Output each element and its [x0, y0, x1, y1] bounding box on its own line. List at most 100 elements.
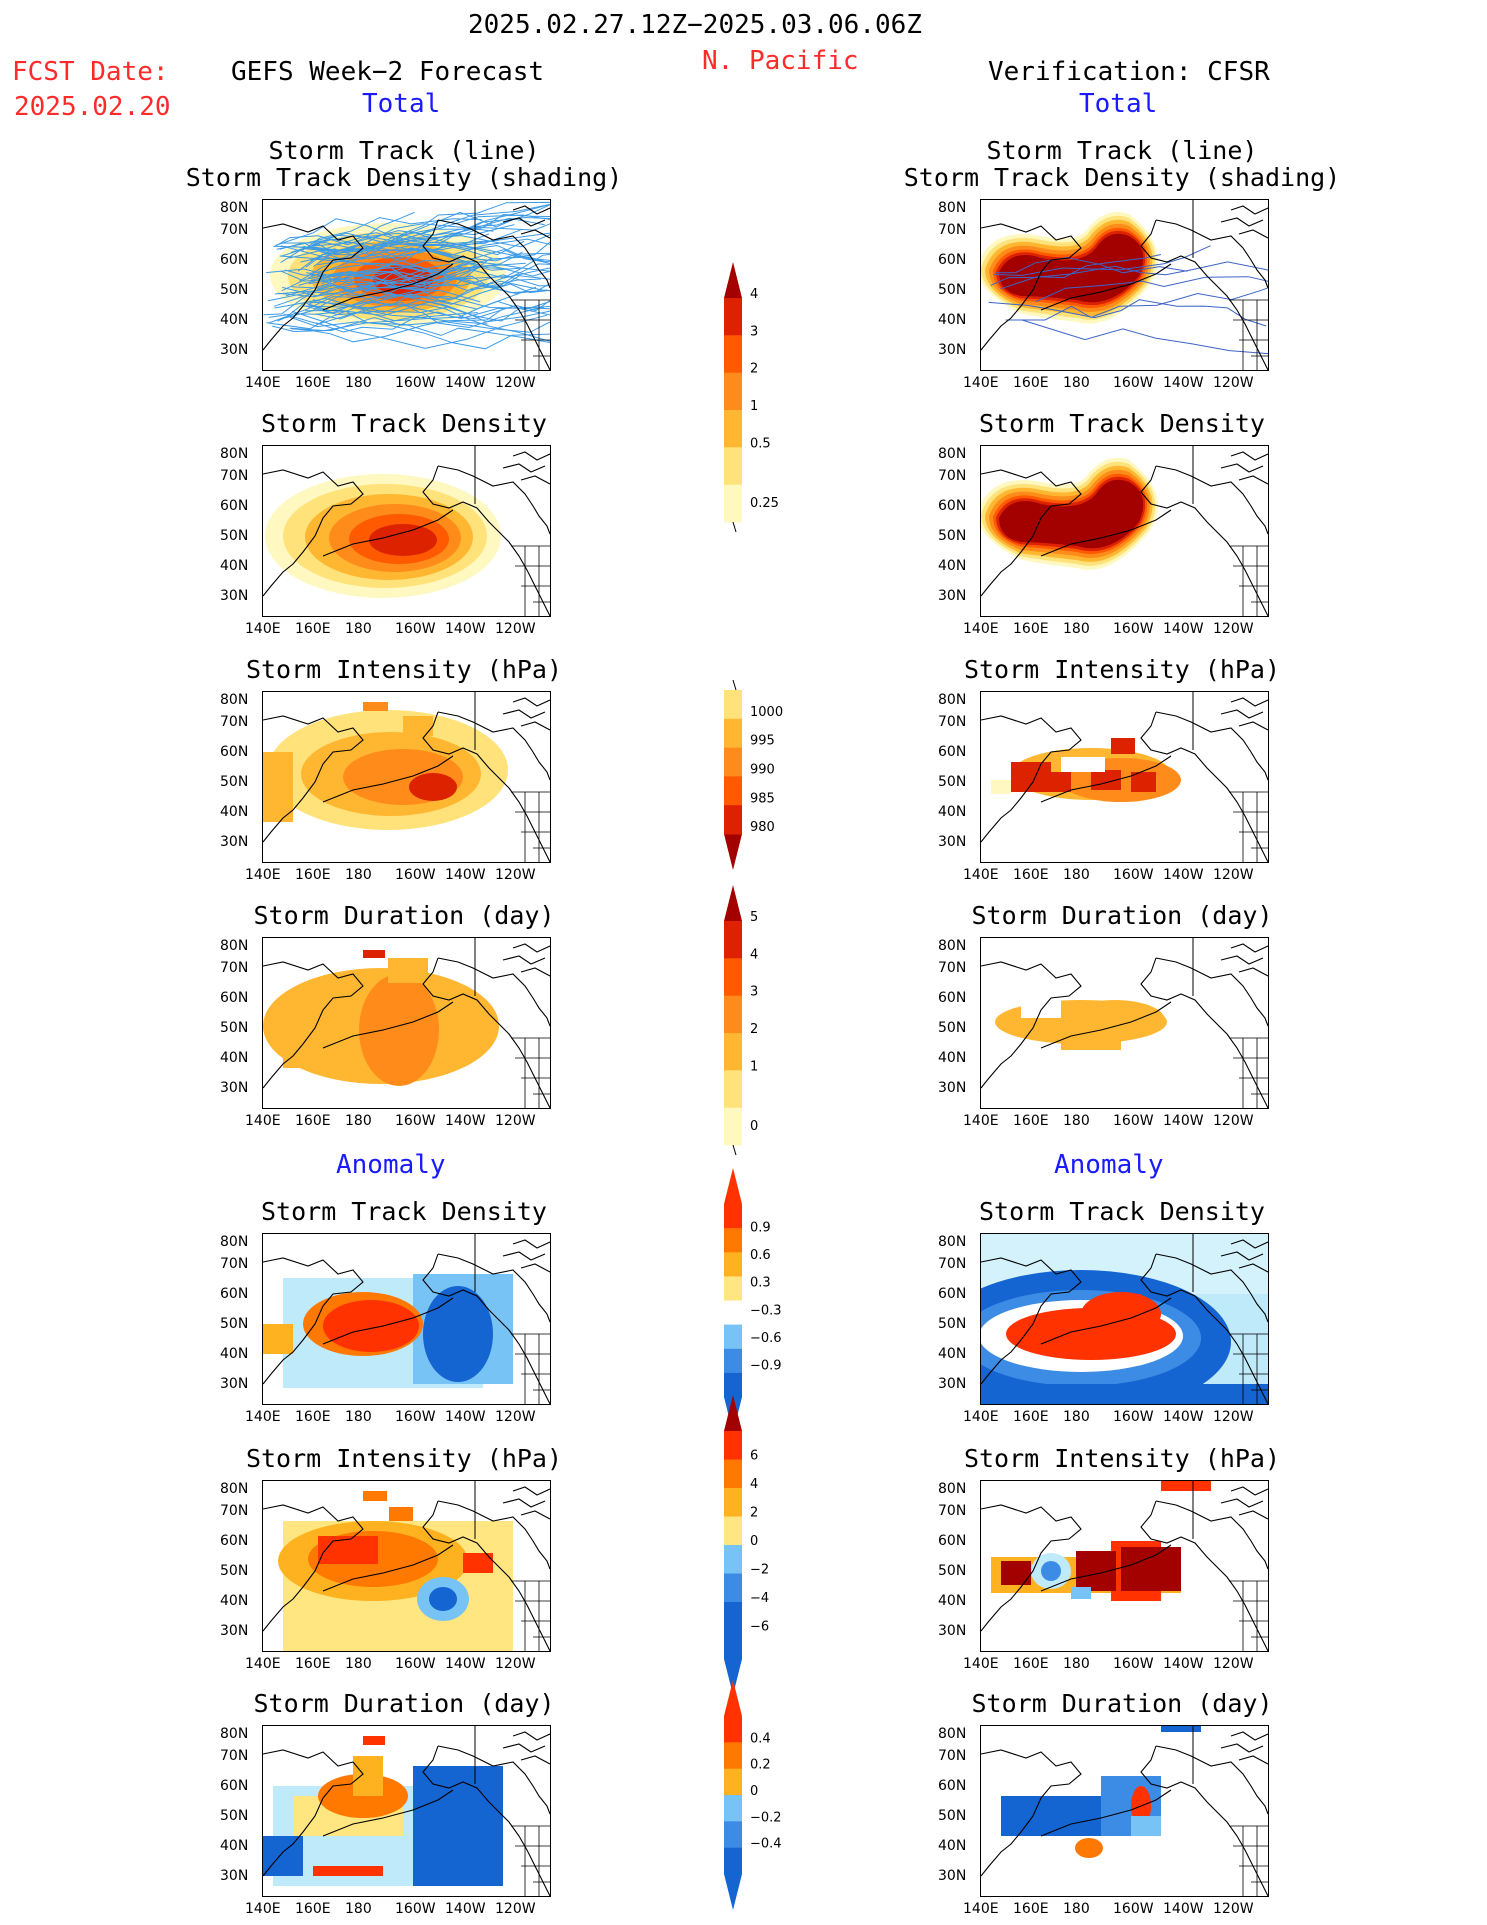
- lat-tick-label: 60N: [938, 990, 967, 1006]
- lon-tick-label: 180: [1063, 375, 1090, 391]
- lon-tick-label: 120W: [1213, 1901, 1254, 1917]
- lat-tick-label: 40N: [220, 1593, 249, 1609]
- colorbar-tick-label: 3: [750, 985, 758, 1000]
- panel-title: Storm Track Density: [979, 1197, 1265, 1226]
- lon-tick-label: 120W: [495, 1901, 536, 1917]
- lat-tick-label: 60N: [938, 252, 967, 268]
- lon-tick-label: 140W: [1163, 1656, 1204, 1672]
- lat-tick-label: 80N: [220, 938, 249, 954]
- gefs-map-panel: [262, 445, 551, 617]
- lat-tick-label: 30N: [938, 1868, 967, 1884]
- right-total-label: Total: [1079, 89, 1158, 119]
- colorbar-tick-label: 2: [750, 362, 758, 377]
- lat-tick-label: 30N: [938, 342, 967, 358]
- lon-tick-label: 120W: [495, 375, 536, 391]
- cfsr-map-panel: [980, 691, 1269, 863]
- lat-tick-label: 50N: [220, 282, 249, 298]
- lat-tick-label: 80N: [938, 692, 967, 708]
- lat-tick-label: 60N: [938, 744, 967, 760]
- colorbar-tick-label: 2: [750, 1506, 758, 1521]
- lat-tick-label: 80N: [220, 1726, 249, 1742]
- gefs-map-panel: [262, 199, 551, 371]
- colorbar-tick-label: −0.9: [750, 1358, 782, 1373]
- lat-tick-label: 50N: [220, 1563, 249, 1579]
- lat-tick-label: 40N: [220, 804, 249, 820]
- panel-title: Storm Track Density: [979, 409, 1265, 438]
- lat-tick-label: 70N: [938, 960, 967, 976]
- lon-tick-label: 120W: [1213, 621, 1254, 637]
- lat-tick-label: 80N: [938, 200, 967, 216]
- lat-tick-label: 80N: [220, 692, 249, 708]
- lon-tick-label: 140E: [963, 1113, 999, 1129]
- panel-title: Storm Track Density: [261, 409, 547, 438]
- lat-tick-label: 50N: [938, 282, 967, 298]
- lon-tick-label: 160W: [395, 1409, 436, 1425]
- panel-title: Storm Duration (day): [253, 1689, 555, 1718]
- lon-tick-label: 160E: [295, 1113, 331, 1129]
- colorbar-tick-label: 3: [750, 324, 758, 339]
- lat-tick-label: 50N: [938, 1563, 967, 1579]
- lon-tick-label: 140E: [963, 867, 999, 883]
- colorbar-tick-label: 0.4: [750, 1731, 771, 1746]
- lat-tick-label: 30N: [220, 1623, 249, 1639]
- lat-tick-label: 70N: [938, 1256, 967, 1272]
- lon-tick-label: 180: [345, 1113, 372, 1129]
- gefs-map-panel: [262, 1480, 551, 1652]
- colorbar-tick-label: 4: [750, 1477, 758, 1492]
- left-column-title: GEFS Week−2 Forecast: [231, 57, 545, 87]
- lat-tick-label: 30N: [220, 588, 249, 604]
- cfsr-map-panel: [980, 937, 1269, 1109]
- lon-tick-label: 120W: [1213, 1409, 1254, 1425]
- colorbar-tick-label: 4: [750, 287, 758, 302]
- colorbar-tick-label: −0.4: [750, 1837, 782, 1852]
- lon-tick-label: 160E: [295, 1409, 331, 1425]
- lon-tick-label: 120W: [495, 1113, 536, 1129]
- lat-tick-label: 50N: [938, 1020, 967, 1036]
- lat-tick-label: 40N: [938, 312, 967, 328]
- lon-tick-label: 180: [345, 1656, 372, 1672]
- colorbar-tick-label: −4: [750, 1591, 769, 1606]
- lat-tick-label: 50N: [938, 528, 967, 544]
- lat-tick-label: 50N: [220, 774, 249, 790]
- lat-tick-label: 60N: [220, 744, 249, 760]
- lat-tick-label: 50N: [220, 528, 249, 544]
- colorbar-tick-label: 995: [750, 734, 775, 749]
- colorbar-tick-label: 0.5: [750, 436, 771, 451]
- lat-tick-label: 30N: [938, 1080, 967, 1096]
- heatmap-plot: [263, 1481, 550, 1651]
- lat-tick-label: 30N: [938, 1376, 967, 1392]
- gefs-map-panel: [262, 1725, 551, 1897]
- lat-tick-label: 70N: [220, 468, 249, 484]
- lat-tick-label: 40N: [938, 558, 967, 574]
- lat-tick-label: 50N: [938, 774, 967, 790]
- lat-tick-label: 30N: [220, 342, 249, 358]
- lat-tick-label: 80N: [938, 1234, 967, 1250]
- lon-tick-label: 180: [1063, 1113, 1090, 1129]
- panel-title: Storm Duration (day): [971, 1689, 1273, 1718]
- lon-tick-label: 140W: [445, 375, 486, 391]
- lon-tick-label: 120W: [495, 867, 536, 883]
- panel-title: Storm Track Density (shading): [903, 163, 1341, 192]
- left-total-label: Total: [362, 89, 441, 119]
- panel-title: Storm Track Density: [261, 1197, 547, 1226]
- colorbar-tick-label: 0.3: [750, 1276, 771, 1291]
- lon-tick-label: 160W: [1113, 1409, 1154, 1425]
- colorbar-tick-label: 0.6: [750, 1248, 771, 1263]
- heatmap-plot: [981, 1234, 1268, 1404]
- left-anomaly-label: Anomaly: [336, 1150, 446, 1180]
- lon-tick-label: 180: [345, 867, 372, 883]
- lon-tick-label: 180: [1063, 1409, 1090, 1425]
- lat-tick-label: 60N: [220, 498, 249, 514]
- fcst-label: FCST Date:: [12, 57, 169, 87]
- lon-tick-label: 180: [1063, 1656, 1090, 1672]
- lat-tick-label: 30N: [938, 834, 967, 850]
- lon-tick-label: 140W: [445, 1113, 486, 1129]
- panel-title: Storm Intensity (hPa): [245, 655, 563, 684]
- lon-tick-label: 160W: [395, 621, 436, 637]
- lon-tick-label: 140W: [1163, 375, 1204, 391]
- lat-tick-label: 70N: [220, 1748, 249, 1764]
- colorbar-tick-label: 0: [750, 1534, 758, 1549]
- gefs-map-panel: [262, 691, 551, 863]
- lat-tick-label: 80N: [938, 938, 967, 954]
- lon-tick-label: 160W: [395, 867, 436, 883]
